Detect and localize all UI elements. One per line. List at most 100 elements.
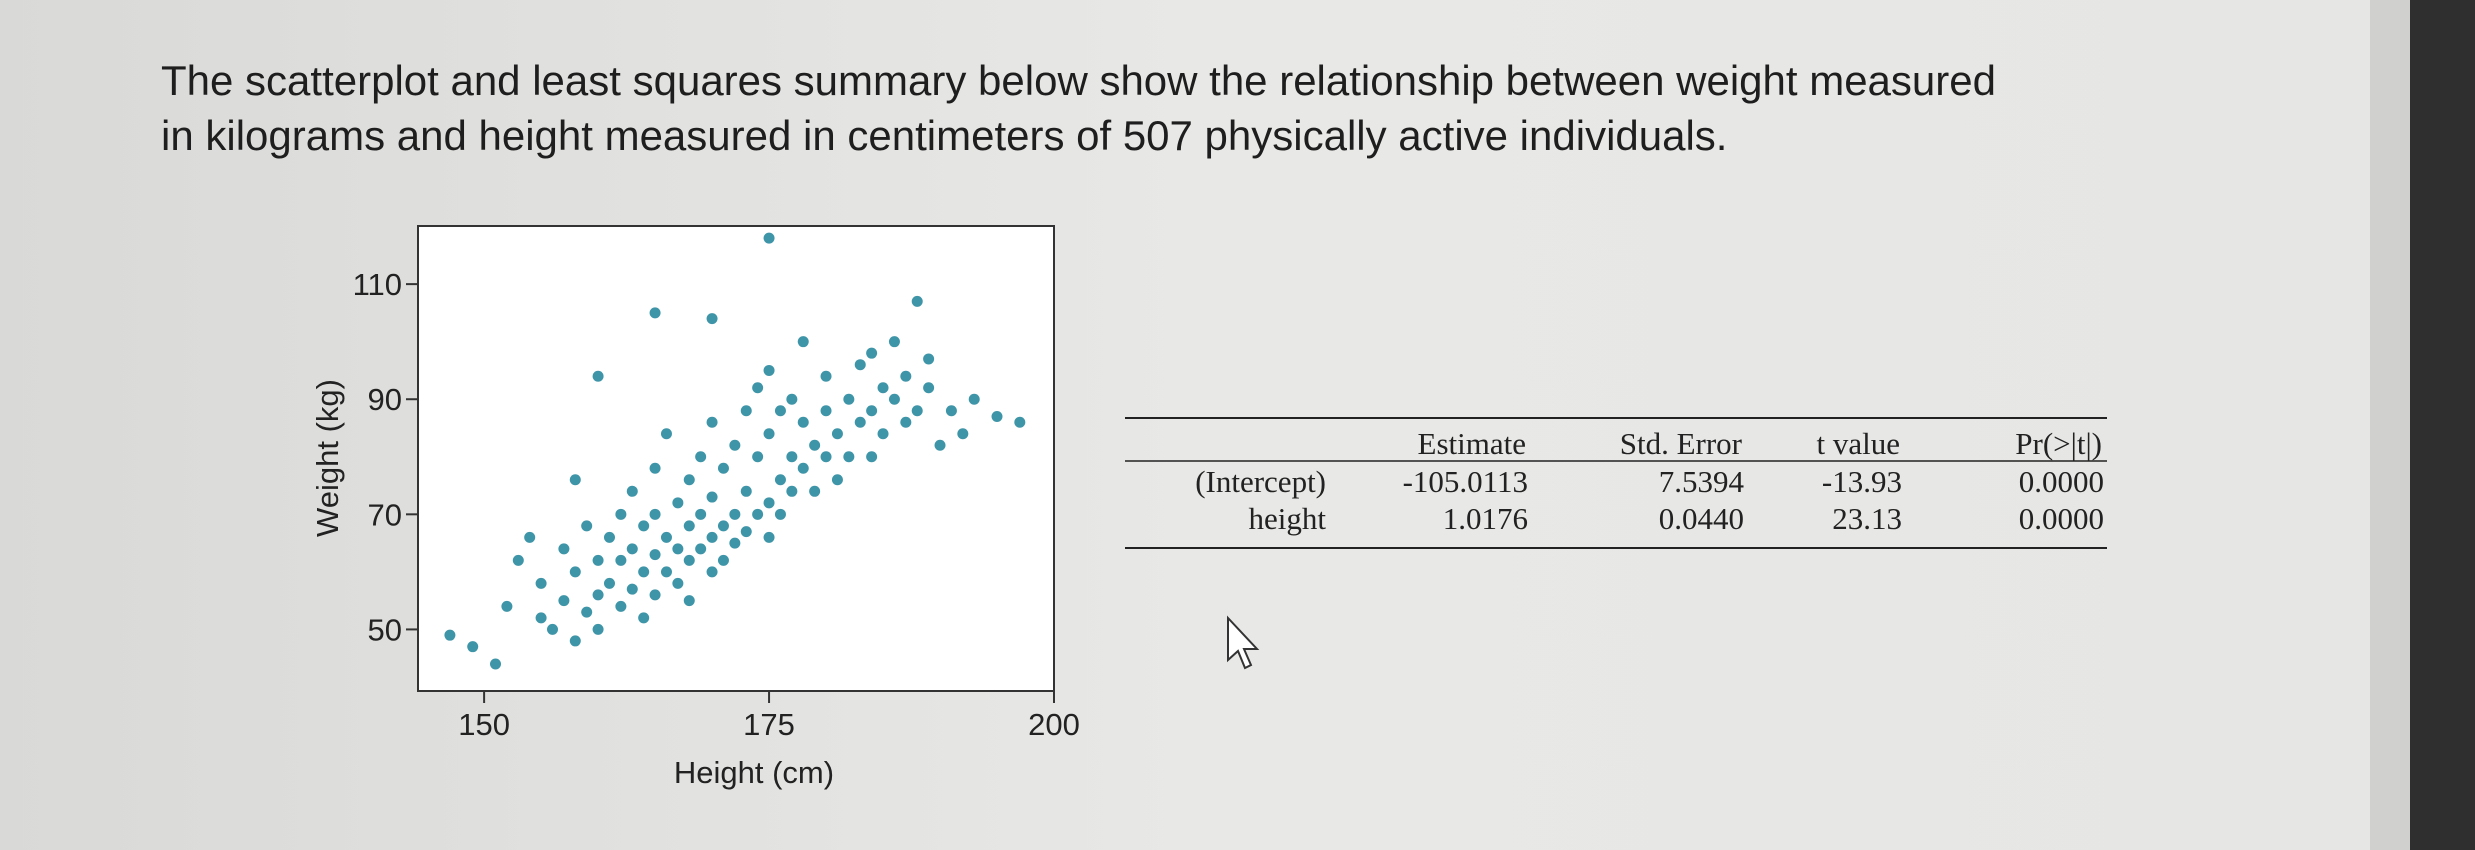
data-point [729,508,741,520]
bezel [2410,0,2475,850]
data-point [923,353,935,365]
data-point [581,520,593,532]
data-point [672,543,684,555]
x-tick-label: 200 [1028,707,1080,742]
data-point [706,491,718,503]
data-point [706,313,718,325]
data-point [444,629,456,641]
table-cell: 1.0176 [1443,501,1528,536]
table-cell: 23.13 [1832,501,1902,536]
data-point [877,428,889,440]
y-tick-label: 70 [368,497,402,532]
data-point [717,554,729,566]
data-point [706,416,718,428]
regression-table: Estimate Std. Error t value Pr(>|t|) (Interc… [1125,417,2107,549]
data-point [558,543,570,555]
data-point [991,410,1003,422]
data-point [809,485,821,497]
data-point [649,549,661,561]
scrollbar [2370,0,2410,850]
y-axis-label: Weight (kg) [310,379,345,537]
data-point [763,232,775,244]
data-point [888,393,900,405]
plot-frame [417,225,1055,692]
y-tick-label: 110 [353,267,402,302]
data-point [888,336,900,348]
data-point [843,393,855,405]
table-cell: 0.0000 [2019,501,2104,536]
data-point [546,623,558,635]
data-point [569,566,581,578]
data-point [774,508,786,520]
data-point [797,416,809,428]
data-point [911,405,923,417]
data-point [683,554,695,566]
data-point [740,526,752,538]
row-label: height [1249,501,1327,536]
question-line: in kilograms and height measured in cent… [161,112,1727,159]
data-point [660,531,672,543]
data-point [797,336,809,348]
table-cell: -105.0113 [1403,464,1528,499]
data-point [866,405,878,417]
data-point [968,393,980,405]
screen-background [0,0,2410,850]
data-point [490,658,502,670]
data-point [512,554,524,566]
data-point [695,451,707,463]
data-point [615,508,627,520]
data-point [786,485,798,497]
data-point [740,405,752,417]
table-cell: 7.5394 [1659,464,1745,499]
data-point [603,577,615,589]
data-point [866,347,878,359]
data-point [866,451,878,463]
data-point [763,364,775,376]
x-tick-label: 150 [458,707,510,742]
data-point [763,497,775,509]
data-point [592,623,604,635]
data-point [603,531,615,543]
y-tick-label: 90 [368,382,402,417]
data-point [740,485,752,497]
data-point [900,370,912,382]
data-point [615,554,627,566]
data-point [638,612,650,624]
data-point [752,451,764,463]
data-point [729,439,741,451]
data-point [820,370,832,382]
data-point [695,543,707,555]
data-point [467,641,479,653]
data-point [524,531,536,543]
data-point [592,370,604,382]
column-header: Pr(>|t|) [2015,426,2102,461]
data-point [900,416,912,428]
data-point [831,474,843,486]
data-point [945,405,957,417]
data-point [706,566,718,578]
data-point [672,577,684,589]
y-tick-label: 50 [368,612,402,647]
data-point [649,508,661,520]
data-point [626,485,638,497]
column-header: Std. Error [1620,426,1743,461]
data-point [626,543,638,555]
data-point [660,428,672,440]
data-point [831,428,843,440]
data-point [683,474,695,486]
data-point [854,359,866,371]
data-point [649,307,661,319]
data-point [763,531,775,543]
data-point [717,462,729,474]
data-point [535,612,547,624]
data-point [752,508,764,520]
data-point [706,531,718,543]
data-point [774,474,786,486]
data-point [820,405,832,417]
data-point [535,577,547,589]
x-axis-label: Height (cm) [674,755,834,790]
data-point [774,405,786,417]
data-point [660,566,672,578]
data-point [581,606,593,618]
